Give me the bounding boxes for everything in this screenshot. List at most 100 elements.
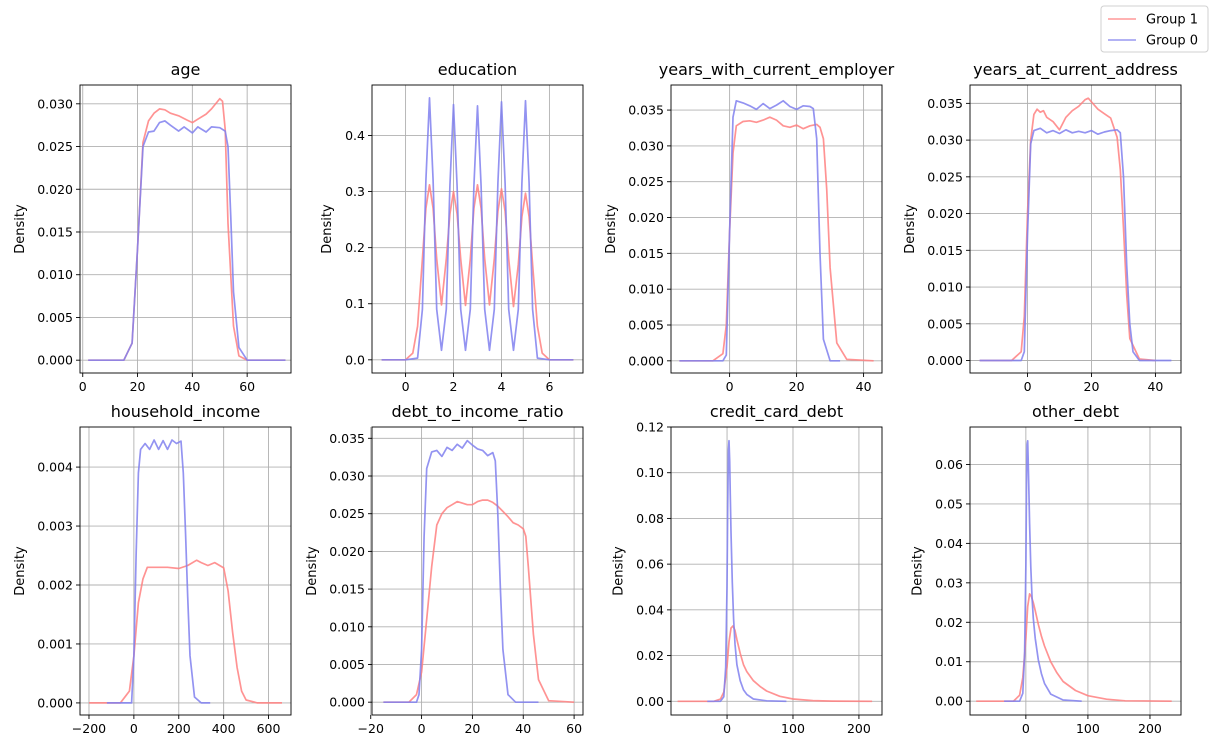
y-tick-label: 0.010 [927,280,963,295]
subplot-title: other_debt [1032,402,1119,422]
y-tick-label: 0.02 [636,648,664,663]
y-tick-label: 0.02 [935,615,963,630]
y-axis-label: Density [13,546,28,596]
x-tick-label: 20 [464,721,480,736]
series-line-group-0 [383,439,539,704]
subplot-credit-card-debt: 0 100 200 0.00 0.02 0.04 0.06 0.08 0.10 0.12 credi… [612,402,883,736]
y-tick-label: 0.001 [37,636,73,651]
x-tick-label: 100 [1076,721,1100,736]
plot-frame [371,84,584,374]
y-tick-label: 0.020 [927,206,963,221]
subplot-grid: 0 20 40 600.0000.0050.0100.0150.0200.0250.0… [13,60,1182,736]
y-tick-label: 0.015 [37,224,73,239]
x-tick-label: 0 [1024,379,1032,394]
subplot-title: credit_card_debt [710,402,843,422]
y-axis-label: Density [320,204,335,254]
plot-frame [969,84,1182,374]
plot-frame [670,426,883,716]
y-tick-label: 0.035 [927,96,963,111]
x-tick-label: 20 [1084,379,1100,394]
y-tick-label: 0.030 [927,133,963,148]
x-tick-label: 2 [450,379,458,394]
y-tick-label: 0.035 [628,103,664,118]
y-tick-label: 0.00 [636,694,664,709]
subplot-title: years_at_current_address [973,60,1178,80]
x-tick-label: 60 [566,721,582,736]
y-tick-label: 0.002 [37,578,73,593]
x-tick-label: 40 [856,379,872,394]
y-tick-label: 0.08 [636,511,664,526]
y-tick-label: 0.005 [628,318,664,333]
y-axis-label: Density [903,204,918,254]
y-tick-label: 0.06 [935,457,963,472]
y-tick-label: 0.010 [329,619,365,634]
x-tick-label: 20 [789,379,805,394]
x-tick-label: 6 [545,379,553,394]
y-tick-label: 0.01 [935,654,963,669]
y-tick-label: 0.000 [37,695,73,710]
plot-frame [79,426,292,716]
y-axis-label: Density [911,546,926,596]
y-tick-label: 0.010 [628,282,664,297]
x-tick-label: −200 [72,721,106,736]
x-tick-label: 600 [257,721,281,736]
y-tick-label: 0.005 [927,316,963,331]
y-tick-label: 0.015 [628,246,664,261]
series-line-group-0 [88,120,286,362]
plot-frame [79,84,292,374]
y-tick-label: 0.030 [628,138,664,153]
legend-label-group-0: Group 0 [1146,34,1198,49]
x-tick-label: 40 [184,379,200,394]
plot-frame [969,426,1182,716]
y-tick-label: 0.025 [329,506,365,521]
y-tick-label: 0.10 [636,465,664,480]
y-tick-label: 0.015 [927,243,963,258]
y-tick-label: 0.05 [935,496,963,511]
y-tick-label: 0.025 [628,174,664,189]
y-tick-label: 0.025 [927,169,963,184]
x-tick-label: 200 [1138,721,1162,736]
series-line-group-1 [88,97,286,362]
y-tick-label: 0.0 [345,352,365,367]
y-tick-label: 0.025 [37,139,73,154]
y-axis-label: Density [612,546,627,596]
y-tick-label: 0.03 [935,575,963,590]
x-tick-label: 4 [498,379,506,394]
subplot-title: years_with_current_employer [659,60,895,80]
x-tick-label: 0 [418,721,426,736]
y-tick-label: 0.020 [628,210,664,225]
y-tick-label: 0.000 [628,353,664,368]
subplot-years-with-current-employer: 0 20 40 0.000 0.005 0.010 0.015 0.020 0.025 0.030… [604,60,895,394]
y-tick-label: 0.005 [329,657,365,672]
x-tick-label: 0 [723,721,731,736]
y-tick-label: 0.030 [329,469,365,484]
series-line-group-0 [381,97,574,361]
subplot-title: education [438,60,517,79]
x-tick-label: 0 [402,379,410,394]
y-tick-label: 0.000 [329,695,365,710]
y-tick-label: 0.04 [935,536,963,551]
y-tick-label: 0.2 [345,240,365,255]
x-tick-label: 40 [1147,379,1163,394]
x-tick-label: 400 [212,721,236,736]
y-tick-label: 0.06 [636,557,664,572]
x-tick-label: −20 [358,721,384,736]
y-tick-label: 0.12 [636,420,664,435]
legend-label-group-1: Group 1 [1146,13,1198,28]
y-axis-label: Density [604,204,619,254]
series-line-group-0 [1004,439,1082,703]
y-axis-label: Density [305,546,320,596]
subplot-other-debt: 0 100 200 0.00 0.01 0.02 0.03 0.04 0.05 0.06 other… [911,402,1182,736]
y-tick-label: 0.010 [37,267,73,282]
subplot-age: 0 20 40 60 0.000 0.005 0.010 0.015 0.020 0.025 0.0… [13,60,292,394]
x-tick-label: 40 [515,721,531,736]
y-tick-label: 0.04 [636,602,664,617]
subplot-years-at-current-address: 0 20 40 0.000 0.005 0.010 0.015 0.020 0.025 0.030… [903,60,1182,394]
x-tick-label: 0 [130,721,138,736]
subplot-debt-to-income-ratio: −20 0 20 40 60 0.000 0.005 0.010 0.015 0.020 0.025… [305,402,584,736]
y-tick-label: 0.000 [37,353,73,368]
series-line-group-0 [707,439,787,703]
x-tick-label: 20 [130,379,146,394]
y-tick-label: 0.004 [37,460,73,475]
